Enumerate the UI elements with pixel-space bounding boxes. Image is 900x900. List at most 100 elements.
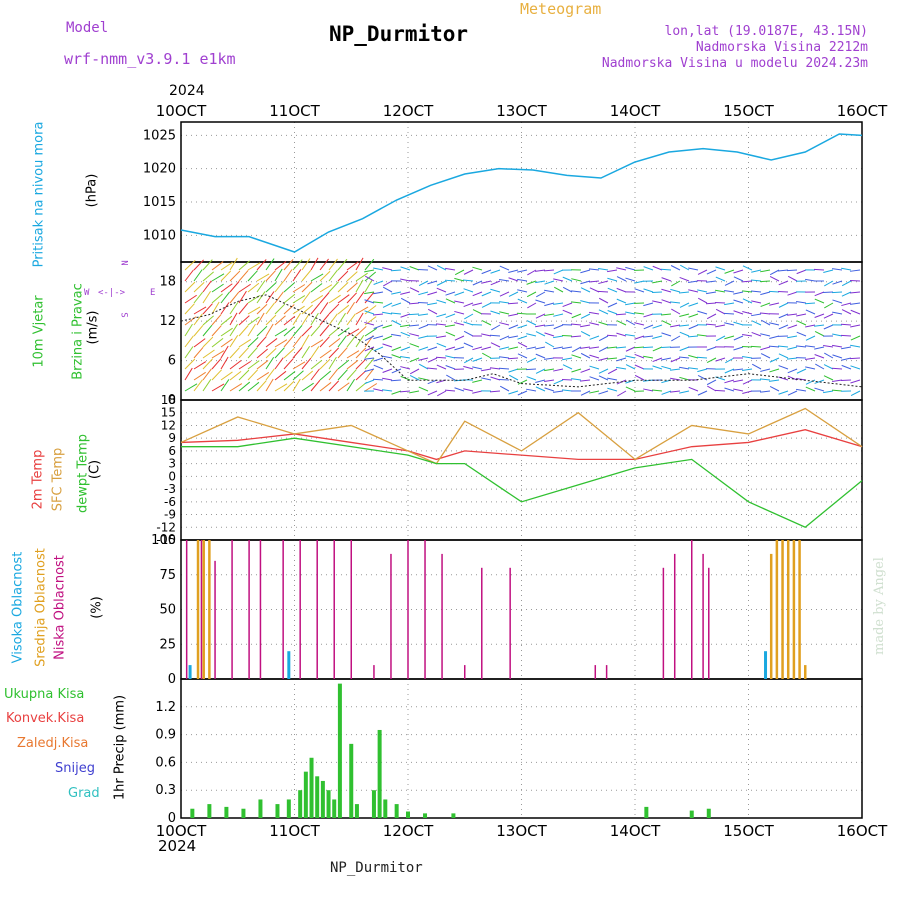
wind-arrow (247, 323, 256, 337)
wind-arrow (769, 302, 780, 306)
wind-arrow (427, 308, 438, 315)
cloud-bar (316, 540, 318, 679)
wind-arrow (391, 333, 402, 337)
wind-arrow (679, 276, 690, 282)
precip-bar (320, 780, 325, 818)
wind-arrow (652, 335, 663, 339)
wind-arrow (301, 291, 311, 304)
wind-arrow (436, 342, 447, 348)
wind-arrow (715, 276, 726, 282)
cloud-bar (662, 567, 665, 679)
wind-arrow (256, 336, 267, 348)
wind-arrow (310, 325, 321, 337)
x-tick-label-top: 15OCT (723, 102, 774, 120)
y-tick-label: 1015 (143, 195, 176, 210)
wind-arrow (220, 371, 233, 381)
wind-arrow (545, 341, 555, 348)
wind-arrow (202, 358, 213, 370)
wind-arrow (292, 335, 302, 348)
wind-arrow (841, 280, 852, 287)
wind-arrow (481, 269, 492, 275)
wind-arrow (526, 388, 537, 392)
wind-arrow (634, 322, 645, 326)
wind-arrow (310, 283, 323, 293)
wind-arrow (598, 335, 609, 342)
wind-arrow (733, 388, 744, 392)
wind-arrow (525, 368, 537, 371)
precip-bar (689, 810, 694, 818)
wind-arrow (526, 357, 537, 363)
wind-arrow (616, 267, 627, 271)
wind-arrow (283, 269, 293, 282)
wind-arrow (202, 324, 213, 337)
wind-arrow (247, 316, 260, 326)
wind-arrow (184, 335, 194, 348)
wind-arrow (328, 368, 339, 381)
wind-arrow (202, 280, 212, 293)
wind-arrow (517, 341, 528, 348)
wind-arrow (364, 271, 377, 282)
wind-arrow (553, 390, 564, 393)
cloud-bar (775, 540, 779, 679)
wind-arrow (787, 313, 798, 316)
wind-arrow (706, 313, 717, 320)
wind-arrow (652, 365, 663, 370)
wind-arrow (724, 368, 735, 374)
wind-arrow (517, 278, 528, 282)
wind-arrow (670, 324, 681, 328)
y-tick-label: 100 (151, 533, 176, 548)
wind-arrow (373, 301, 384, 304)
wind-arrow (220, 379, 230, 392)
wind-arrow (283, 335, 294, 348)
wind-arrow (841, 291, 852, 297)
y-tick-label: -6 (164, 495, 176, 509)
wind-arrow (499, 265, 510, 271)
wind-arrow (328, 258, 338, 271)
wind-speed-line (180, 294, 863, 388)
wind-arrow (724, 379, 735, 384)
y-tick-label: 9 (168, 431, 176, 445)
wind-arrow (508, 291, 519, 297)
wind-arrow (688, 302, 699, 307)
wind-arrow (751, 300, 762, 304)
cloud-bar (350, 540, 352, 679)
wind-arrow (535, 313, 546, 319)
wind-arrow (283, 371, 296, 381)
wind-arrow (265, 323, 274, 337)
wind-arrow (616, 276, 627, 282)
wind-arrow (850, 365, 861, 370)
wind-arrow (310, 302, 321, 315)
wind-arrow (328, 380, 340, 392)
y-tick-label: 0 (168, 811, 176, 826)
compass-west: W (84, 288, 90, 298)
wind-arrow (400, 266, 411, 271)
wind-arrow (544, 368, 555, 372)
wind-arrow (814, 298, 825, 304)
y-tick-label: 0 (168, 672, 176, 687)
wind-arrow (365, 275, 375, 282)
wind-arrow (274, 268, 283, 282)
wind-arrow (696, 356, 708, 359)
temp-line-2 (181, 437, 863, 529)
wind-arrow (373, 346, 384, 352)
wind-arrow (193, 338, 206, 348)
wind-arrow (544, 357, 555, 360)
wind-arrow (445, 291, 456, 296)
wind-arrow (769, 276, 780, 282)
y-tick-label: -3 (164, 482, 176, 496)
wind-arrow (841, 346, 852, 350)
wind-arrow (184, 383, 198, 392)
wind-arrow (436, 335, 447, 339)
wind-arrow (463, 342, 474, 348)
wind-arrow (787, 291, 798, 296)
wind-arrow (544, 289, 555, 293)
snow-label: Snijeg (55, 761, 95, 776)
wind-arrow (643, 324, 654, 330)
wind-arrow (687, 335, 699, 338)
wind-arrow (265, 368, 275, 381)
wind-arrow (634, 374, 645, 381)
wind-arrow (805, 379, 816, 385)
wind-arrow (408, 313, 420, 316)
wind-arrow (580, 324, 591, 328)
wind-arrow (832, 344, 843, 348)
